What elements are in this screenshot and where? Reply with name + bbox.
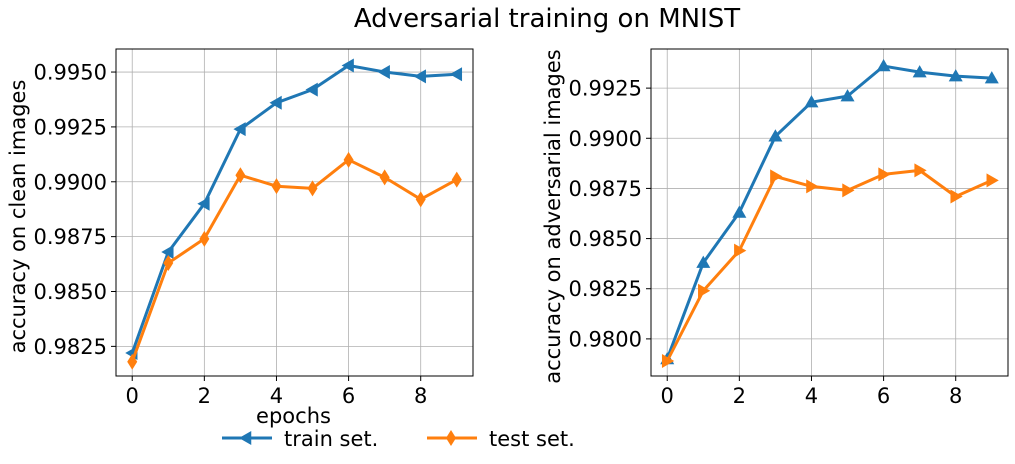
legend: train set. test set.: [222, 427, 575, 451]
x-tick-label: 0: [126, 384, 139, 408]
axes-frame: [650, 48, 1009, 377]
data-point: [197, 196, 210, 211]
data-point: [914, 163, 927, 178]
x-tick-label: 6: [342, 384, 355, 408]
data-point: [343, 151, 354, 168]
y-tick-label: 0.9900: [34, 170, 107, 194]
x-tick-label: 8: [414, 384, 427, 408]
data-point: [127, 353, 138, 370]
y-tick-label: 0.9800: [569, 327, 642, 351]
y-tick-label: 0.9850: [569, 227, 642, 251]
x-tick-label: 2: [198, 384, 211, 408]
plot-2: 0 2 4 6 8 0.9800 0.9825 0.9850 0.9875 0.9900 0.992…: [541, 48, 1009, 408]
data-point: [661, 353, 675, 368]
data-point: [199, 230, 210, 247]
data-point: [413, 69, 426, 84]
data-point: [840, 89, 855, 102]
series-line: [130, 158, 458, 363]
series-test-set: [127, 151, 462, 370]
plot-1: 0 2 4 6 8 0.9825 0.9850 0.9875 0.9900 0.9925 0.995…: [6, 48, 474, 428]
data-point: [161, 245, 174, 260]
data-point: [804, 95, 819, 108]
data-point: [379, 169, 390, 186]
x-tick-label: 4: [270, 384, 283, 408]
data-point: [163, 254, 174, 271]
data-point: [986, 173, 999, 188]
data-point: [876, 59, 891, 72]
data-point: [912, 65, 927, 78]
figure-title: Adversarial training on MNIST: [354, 4, 740, 34]
y-tick-label: 0.9925: [34, 115, 107, 139]
y-tick-label: 0.9950: [34, 61, 107, 85]
y-axis-label: accuracy on clean images: [6, 80, 30, 354]
x-tick-label: 8: [949, 384, 962, 408]
data-point: [271, 178, 282, 195]
y-tick-label: 0.9900: [569, 127, 642, 151]
series-line: [130, 64, 457, 354]
data-point: [307, 180, 318, 197]
data-point: [842, 183, 855, 198]
data-point: [377, 65, 390, 80]
data-point: [305, 82, 318, 97]
data-point: [806, 179, 819, 194]
data-point: [696, 255, 711, 268]
series-test-set: [661, 163, 999, 368]
data-point: [698, 283, 711, 298]
x-tick-label: 0: [661, 384, 674, 408]
y-tick-label: 0.9875: [34, 225, 107, 249]
series-train-set: [125, 58, 463, 360]
data-point: [768, 129, 783, 142]
y-tick-label: 0.9850: [34, 280, 107, 304]
data-point: [770, 169, 783, 184]
legend-entry: train set.: [222, 427, 378, 451]
series-line: [665, 64, 992, 360]
data-point: [878, 167, 891, 182]
y-tick-label: 0.9875: [569, 177, 642, 201]
data-point: [451, 171, 462, 188]
data-point: [950, 189, 963, 204]
series-line: [665, 168, 993, 362]
y-tick-label: 0.9925: [569, 77, 642, 101]
legend-marker: [239, 431, 252, 445]
data-point: [235, 167, 246, 184]
data-point: [415, 191, 426, 208]
data-point: [732, 205, 747, 218]
data-point: [449, 67, 463, 82]
series-train-set: [660, 59, 999, 365]
x-tick-label: 4: [805, 384, 818, 408]
data-point: [948, 69, 963, 82]
legend-label: train set.: [284, 427, 378, 451]
legend-label: test set.: [489, 427, 575, 451]
axes-frame: [115, 48, 474, 377]
y-tick-label: 0.9825: [569, 277, 642, 301]
legend-marker: [446, 430, 456, 446]
x-tick-label: 2: [733, 384, 746, 408]
y-axis-label: accuracy on adversarial images: [541, 49, 565, 383]
data-point: [341, 58, 354, 73]
data-point: [233, 122, 246, 137]
x-axis-label: epochs: [256, 404, 331, 428]
data-point: [269, 95, 282, 110]
x-tick-label: 6: [877, 384, 890, 408]
y-tick-label: 0.9825: [34, 335, 107, 359]
data-point: [734, 243, 747, 258]
data-point: [984, 71, 999, 84]
legend-entry: test set.: [427, 427, 575, 451]
